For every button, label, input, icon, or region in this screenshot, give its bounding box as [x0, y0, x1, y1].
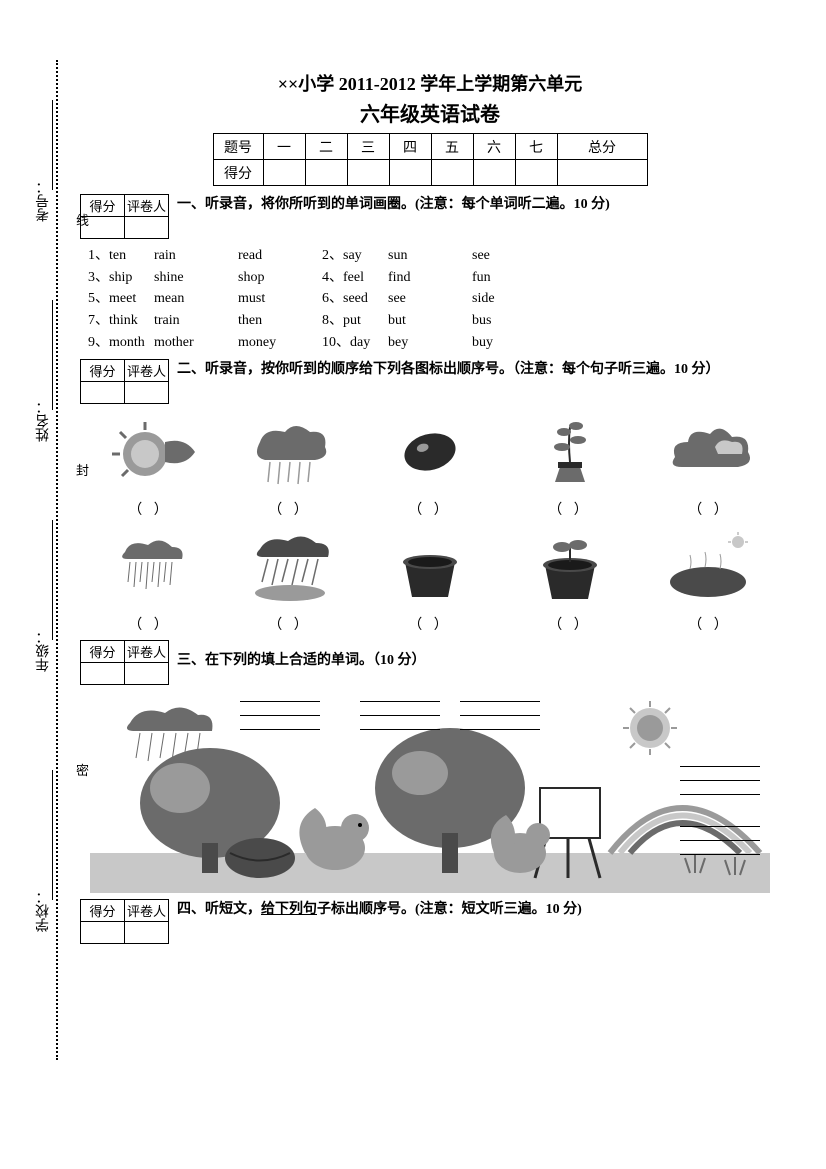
- mini-score: 得分: [81, 900, 125, 922]
- section-3: 得分评卷人 三、在下列的填上合适的单词。（10 分）: [80, 640, 780, 685]
- answer-paren: （ ）: [655, 614, 765, 634]
- section-1: 得分评卷人 一、听录音，将你所听到的单词画圈。(注意：每个单词听二遍。10 分): [80, 194, 780, 239]
- score-mini-box: 得分评卷人: [80, 899, 169, 944]
- score-header-table: 题号 一 二 三 四 五 六 七 总分 得分: [213, 133, 648, 186]
- image-sun: （ ）: [95, 412, 205, 519]
- cell-num: 七: [515, 134, 557, 160]
- image-row-1: （ ） （ ） （ ）: [80, 412, 780, 519]
- mini-score: 得分: [81, 641, 125, 663]
- answer-paren: （ ）: [95, 614, 205, 634]
- image-seed: （ ）: [375, 412, 485, 519]
- score-mini-box: 得分评卷人: [80, 640, 169, 685]
- s4-prefix: 四、听短文，: [177, 902, 261, 917]
- list-item: 9、month mother money 10、day bey buy: [88, 332, 780, 354]
- cell-num: 三: [347, 134, 389, 160]
- image-vapour: （ ）: [655, 527, 765, 634]
- blank-lines: [460, 688, 540, 730]
- binding-label-school: 学校：: [34, 890, 54, 932]
- answer-paren: （ ）: [515, 499, 625, 519]
- answer-paren: （ ）: [515, 614, 625, 634]
- cell-num: 五: [431, 134, 473, 160]
- title-line-2: 六年级英语试卷: [80, 98, 780, 127]
- image-clouds: （ ）: [655, 412, 765, 519]
- answer-paren: （ ）: [655, 499, 765, 519]
- cell-label: 题号: [213, 134, 263, 160]
- section-1-text: 一、听录音，将你所听到的单词画圈。(注意：每个单词听二遍。10 分): [177, 194, 780, 215]
- list-item: 5、meet mean must 6、seed see side: [88, 288, 780, 310]
- section-3-text: 三、在下列的填上合适的单词。（10 分）: [177, 640, 780, 671]
- mini-rater: 评卷人: [125, 195, 169, 217]
- mini-score: 得分: [81, 360, 125, 382]
- cell-num: 二: [305, 134, 347, 160]
- binding-strip: 考号： 线 姓名： 封 年级： 密 学校：: [32, 60, 72, 1060]
- cell-num: 六: [473, 134, 515, 160]
- title-line-1: ××小学 2011-2012 学年上学期第六单元: [80, 70, 780, 96]
- section-4-text: 四、听短文，给下列句子标出顺序号。(注意：短文听三遍。10 分): [177, 899, 780, 920]
- image-rain-cloud: （ ）: [235, 412, 345, 519]
- image-sprout-pot: （ ）: [515, 527, 625, 634]
- section-2: 得分评卷人 二、听录音，按你听到的顺序给下列各图标出顺序号。（注意：每个句子听三…: [80, 359, 780, 404]
- blank-lines: [680, 813, 760, 855]
- section-2-text: 二、听录音，按你听到的顺序给下列各图标出顺序号。（注意：每个句子听三遍。10 分…: [177, 359, 780, 380]
- binding-underline: [52, 520, 54, 640]
- answer-paren: （ ）: [375, 614, 485, 634]
- answer-paren: （ ）: [235, 614, 345, 634]
- blank-lines: [240, 688, 320, 730]
- cell-label: 得分: [213, 160, 263, 186]
- score-mini-box: 得分评卷人: [80, 194, 169, 239]
- binding-underline: [52, 300, 54, 410]
- table-row: 题号 一 二 三 四 五 六 七 总分: [213, 134, 647, 160]
- image-plant: （ ）: [515, 412, 625, 519]
- cell-num: 四: [389, 134, 431, 160]
- cell-num: 一: [263, 134, 305, 160]
- list-item: 7、think train then 8、put but bus: [88, 310, 780, 332]
- binding-label-grade: 年级：: [34, 630, 54, 672]
- image-empty-pot: （ ）: [375, 527, 485, 634]
- page-content: ××小学 2011-2012 学年上学期第六单元 六年级英语试卷 题号 一 二 …: [80, 70, 780, 944]
- image-storm: （ ）: [235, 527, 345, 634]
- image-light-rain: （ ）: [95, 527, 205, 634]
- blank-lines: [360, 688, 440, 730]
- binding-label-examno: 考号：: [34, 180, 54, 222]
- list-item: 1、ten rain read 2、say sun see: [88, 245, 780, 267]
- table-row: 得分: [213, 160, 647, 186]
- section-4: 得分评卷人 四、听短文，给下列句子标出顺序号。(注意：短文听三遍。10 分): [80, 899, 780, 944]
- s4-underlined: 给下列句: [261, 902, 317, 917]
- list-item: 3、ship shine shop 4、feel find fun: [88, 267, 780, 289]
- answer-paren: （ ）: [235, 499, 345, 519]
- binding-label-name: 姓名：: [34, 400, 54, 442]
- mini-rater: 评卷人: [125, 900, 169, 922]
- word-list: 1、ten rain read 2、say sun see 3、ship shi…: [88, 245, 780, 353]
- cell-total: 总分: [557, 134, 647, 160]
- binding-underline: [52, 770, 54, 900]
- blank-lines: [680, 753, 760, 795]
- mini-rater: 评卷人: [125, 641, 169, 663]
- answer-paren: （ ）: [375, 499, 485, 519]
- mini-rater: 评卷人: [125, 360, 169, 382]
- answer-paren: （ ）: [95, 499, 205, 519]
- scene-illustration: [90, 693, 770, 893]
- mini-score: 得分: [81, 195, 125, 217]
- s4-suffix: 子标出顺序号。(注意：短文听三遍。10 分): [317, 902, 582, 917]
- binding-underline: [52, 100, 54, 190]
- score-mini-box: 得分评卷人: [80, 359, 169, 404]
- image-row-2: （ ） （ ） （ ）: [80, 527, 780, 634]
